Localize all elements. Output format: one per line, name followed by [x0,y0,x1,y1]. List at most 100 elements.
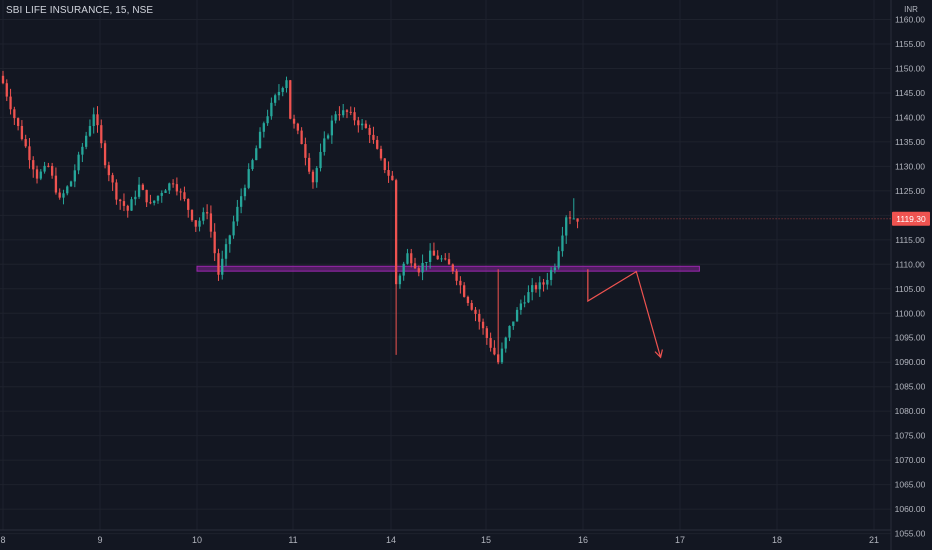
price-tick-label: 1140.00 [895,112,925,122]
candle-body [232,221,235,236]
candle-body [323,138,326,152]
price-tick-label: 1130.00 [895,161,925,171]
price-tick-label: 1080.00 [895,406,926,416]
candle-body [217,253,220,275]
candle-body [463,285,466,297]
candle-body [353,112,356,121]
candle-body [43,165,46,172]
candle-body [523,302,526,304]
candle-body [436,255,439,260]
candle-body [236,206,239,222]
candle-body [103,143,107,166]
price-tick-label: 1150.00 [895,63,925,73]
candle-body [330,120,334,136]
candle-body [534,285,538,290]
candle-body [1,75,5,84]
candle-body [451,264,454,272]
price-tick-label: 1100.00 [895,308,925,318]
candle-body [402,263,405,276]
candle-body [289,80,292,119]
current-price-badge [892,211,930,226]
candle-body [122,201,126,206]
candle-body [504,337,507,349]
candle-body [243,187,247,197]
candle-body [281,88,284,92]
candle-body [13,109,16,119]
candle-body [315,168,318,183]
candle-body [428,250,432,263]
candle-body [62,193,65,198]
candle-body [266,116,269,124]
candle-body [391,175,394,181]
candle-body [81,146,84,155]
candle-body [421,262,424,273]
time-tick-label: 14 [386,535,396,545]
candle-body [546,279,549,285]
candle-body [444,258,447,260]
price-tick-label: 1105.00 [895,284,925,294]
candle-body [39,171,42,179]
candle-body [474,309,477,314]
candle-body [485,328,488,339]
candle-body [251,160,254,170]
candle-body [137,184,141,197]
candle-body [549,270,553,280]
candle-body [565,217,568,236]
candle-body [255,148,258,161]
projection-path [587,269,662,358]
candle-body [519,303,523,310]
candle-body [342,110,345,116]
candle-body [134,196,137,200]
candle-body [221,258,224,275]
candle-body [5,83,8,97]
candle-body [285,80,288,89]
candle-body [338,114,341,116]
candle-body [274,95,277,103]
candle-body [141,184,145,190]
candle-body [459,280,462,286]
candle-body [20,125,24,140]
candle-body [364,123,368,128]
candle-body [164,190,167,193]
candle-body [406,253,409,264]
candle-body [32,160,35,170]
support-zone-layer [196,265,700,272]
current-price-label: 1119.30 [896,214,926,224]
current-price-marker: 1119.30 [577,211,930,226]
time-tick-label: 8 [0,535,5,545]
candle-body [387,170,390,176]
candle-body [183,192,186,199]
time-tick-label: 15 [481,535,491,545]
candle-body [258,131,262,149]
candle-body [198,220,201,227]
candle-body [270,102,273,117]
candle-body [194,220,197,227]
candle-body [100,125,103,144]
candle-body [538,282,541,290]
time-axis[interactable]: 8 9 10 11 14 15 16 17 18 21 [0,535,879,545]
projection-layer [587,269,663,359]
grid-lines [0,0,891,535]
price-tick-label: 1095.00 [895,333,926,343]
candle-body [47,165,50,167]
candle-body [28,146,31,161]
candle-body [372,134,375,140]
candle-body [515,309,519,322]
candle-body [508,325,511,338]
candle-body [334,114,337,121]
candle-body [497,354,500,363]
time-tick-label: 9 [97,535,102,545]
price-tick-label: 1160.00 [895,15,925,25]
candle-body [512,321,515,326]
candle-body [383,158,386,171]
candle-body [69,181,73,187]
candle-body [262,123,265,132]
candle-body [92,114,95,127]
candle-body [126,205,129,211]
candle-body [145,189,148,203]
candle-body [88,126,92,136]
candle-body [432,250,436,256]
price-tick-label: 1135.00 [895,137,925,147]
price-tick-label: 1115.00 [895,235,925,245]
